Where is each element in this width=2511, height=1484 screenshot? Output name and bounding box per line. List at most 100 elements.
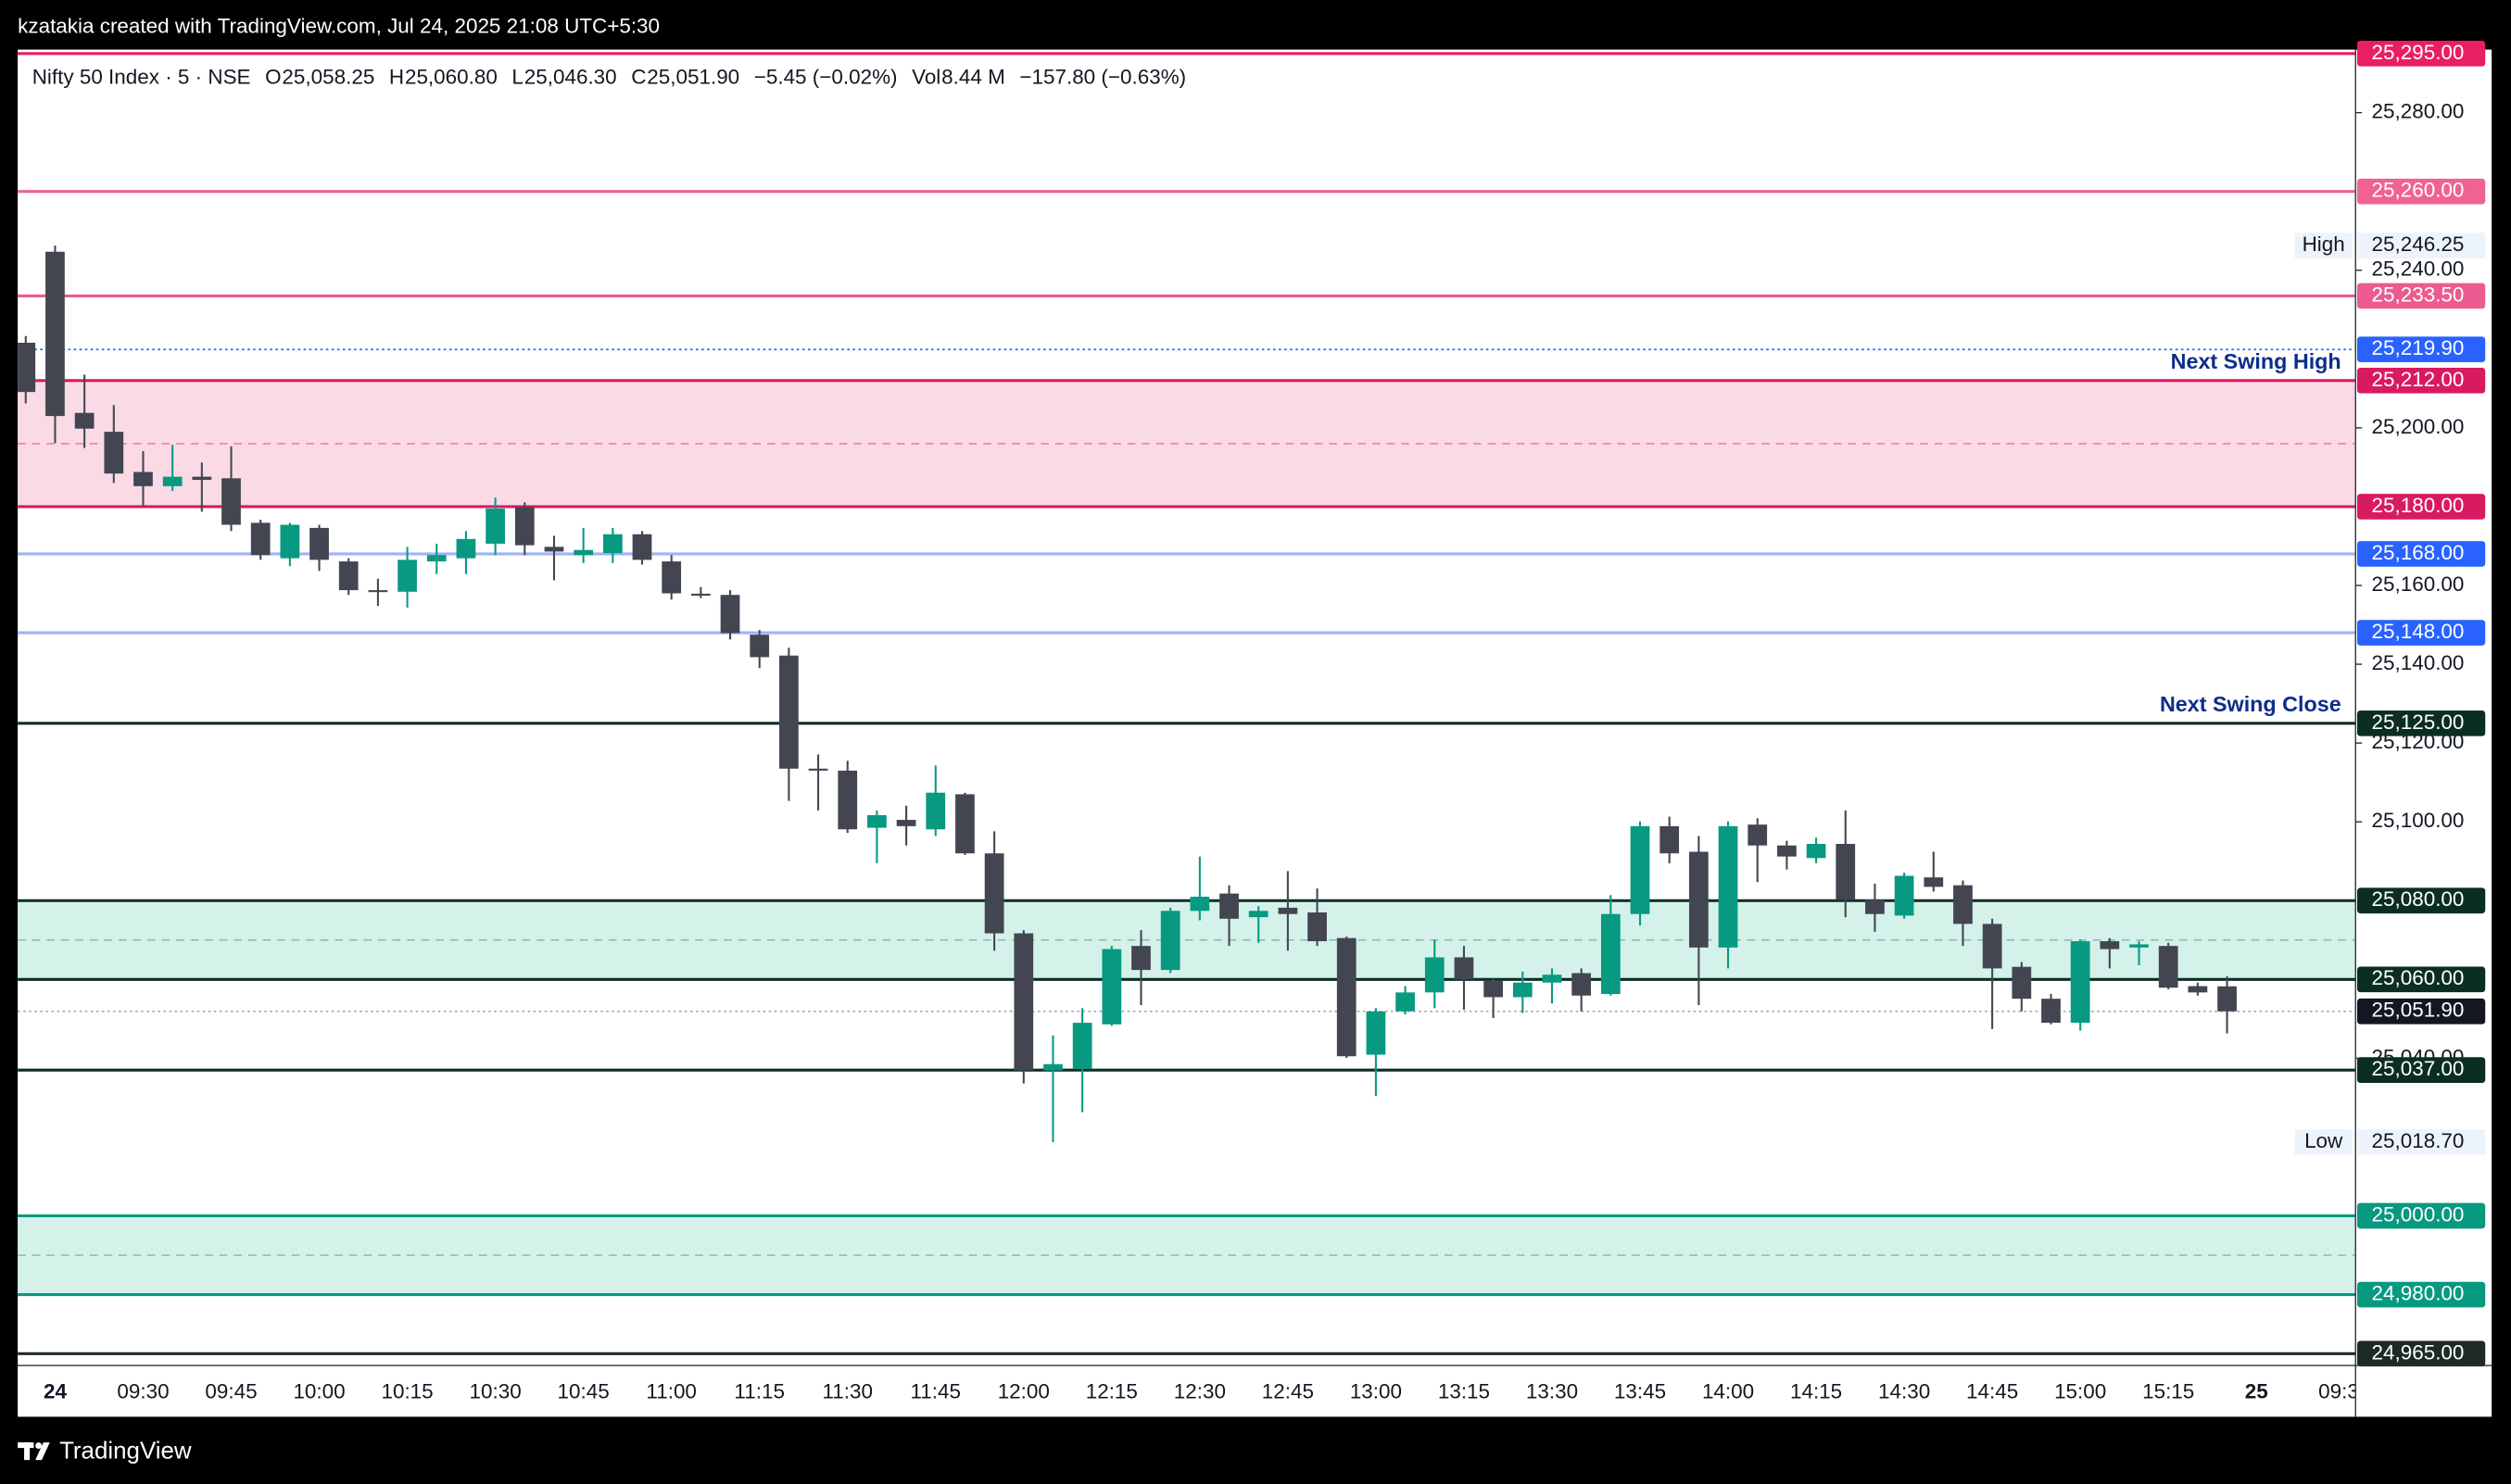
candle-body [2012, 966, 2032, 1000]
candle-body [2129, 944, 2149, 948]
candle-body [1806, 844, 1826, 859]
level-label: 25,168.00 [2372, 541, 2465, 564]
level-label-bg [2356, 1057, 2486, 1083]
x-tick-label: 09:30 [117, 1379, 169, 1402]
level-note: Next Swing Close [2160, 692, 2341, 716]
extreme-label-bg [2356, 1129, 2486, 1155]
extreme-tag: Low [2304, 1129, 2343, 1152]
x-tick-label: 13:00 [1350, 1379, 1402, 1402]
y-tick-label: 25,100.00 [2372, 809, 2465, 832]
candle-body [1307, 912, 1327, 942]
candle-body [397, 560, 417, 592]
candle-body [1366, 1011, 1386, 1055]
candle-body [309, 527, 329, 560]
x-tick-label: 11:30 [822, 1379, 873, 1402]
candle-body [1571, 973, 1592, 996]
logo-dot [35, 1442, 43, 1449]
candle-body [720, 595, 740, 634]
brand-logo [18, 1442, 50, 1461]
ohlc-value: 25,046.30 [524, 66, 617, 89]
level-label: 25,148.00 [2372, 620, 2465, 643]
candle-body [162, 476, 183, 486]
x-tick-label: 12:45 [1262, 1379, 1314, 1402]
last-price-label: 25,051.90 [2372, 999, 2465, 1022]
level-label-bg [2356, 494, 2486, 520]
candle-body [1894, 875, 1914, 916]
x-tick-label: 14:45 [1966, 1379, 2018, 1402]
candle-body [632, 534, 652, 560]
time-axis: 24 09:30 09:45 10:00 10:15 10:30 10:45 11:00 11:… [44, 1379, 2355, 1402]
level-label-bg [2356, 1340, 2486, 1367]
price-axis: 25,280.00 25,240.00 25,200.00 25,160.00 25,1… [2294, 41, 2486, 1367]
x-tick-label: 13:30 [1526, 1379, 1578, 1402]
level-label-bg [2356, 711, 2486, 736]
candle-body [45, 251, 65, 417]
x-tick-label: 24 [44, 1379, 67, 1402]
symbol: Nifty 50 Index · 5 · NSE [32, 66, 251, 89]
brand: TradingView [59, 1438, 192, 1464]
candle-body [574, 549, 594, 556]
plot: Next Swing High Next Swing Close [18, 52, 2356, 1355]
candle-body [1219, 893, 1239, 919]
level-label-bg [2356, 887, 2486, 914]
x-tick-label: 14:00 [1702, 1379, 1754, 1402]
extreme-label-bg [2356, 233, 2486, 258]
candle-body [250, 522, 271, 556]
candle-body [1777, 845, 1797, 857]
candle-body [1160, 911, 1180, 971]
ohlc-key: H [389, 66, 404, 89]
candle-body [1689, 851, 1709, 948]
chart-area [18, 49, 2492, 1417]
extreme-tag-bg [2294, 233, 2353, 258]
candle-body [74, 412, 95, 429]
x-tick-label: 09:45 [205, 1379, 257, 1402]
y-tick-label: 25,140.00 [2372, 651, 2465, 674]
last-price-bg [2356, 998, 2486, 1025]
candle-body [2100, 941, 2120, 950]
level-label-bg [2356, 541, 2486, 567]
level-label-bg [2356, 283, 2486, 309]
candle-body [221, 478, 241, 525]
legend-header: Nifty 50 Index · 5 · NSE O 25,058.25 H 25,06… [32, 66, 1186, 89]
volume-change: −157.80 (−0.63%) [1019, 66, 1186, 89]
candle-body [426, 555, 447, 562]
candle-body [926, 792, 946, 830]
candle-body [1072, 1023, 1092, 1069]
candle-body [192, 476, 212, 481]
logo-stem [24, 1442, 31, 1461]
volume-key: Vol [912, 66, 940, 89]
candle-body [2217, 986, 2237, 1012]
level-label-bg [2356, 1281, 2486, 1308]
candle-body [1043, 1063, 1063, 1071]
x-tick-label: 12:30 [1174, 1379, 1226, 1402]
candle-body [750, 635, 770, 658]
candle-body [1630, 825, 1650, 914]
candle-body [18, 343, 36, 393]
candle-body [896, 820, 916, 826]
candle-body [2041, 999, 2061, 1024]
x-tick-label: 15:00 [2054, 1379, 2106, 1402]
candle-body [1014, 933, 1034, 1071]
level-label-bg [2356, 966, 2486, 993]
level-label: 25,295.00 [2372, 41, 2465, 64]
candle-body [838, 770, 858, 830]
x-tick-label: 13:15 [1438, 1379, 1490, 1402]
candle-body [955, 794, 975, 854]
x-tick-label: 14:30 [1878, 1379, 1930, 1402]
candle-body [1748, 824, 1768, 846]
candle-body [808, 768, 828, 771]
candle-body [1483, 981, 1503, 998]
candle-body [1454, 957, 1474, 980]
x-tick-label: 11:45 [911, 1379, 962, 1402]
level-label: 24,965.00 [2372, 1340, 2465, 1364]
level-note: Next Swing High [2171, 349, 2341, 373]
candle-body [779, 655, 799, 769]
candle-body [1600, 913, 1621, 995]
extreme-tag: High [2303, 233, 2345, 256]
x-tick-label: 10:30 [470, 1379, 522, 1402]
level-label-bg [2356, 620, 2486, 646]
ohlc-value: 25,051.90 [647, 66, 739, 89]
level-label: 25,212.00 [2372, 368, 2465, 391]
candle-body [1836, 844, 1856, 900]
